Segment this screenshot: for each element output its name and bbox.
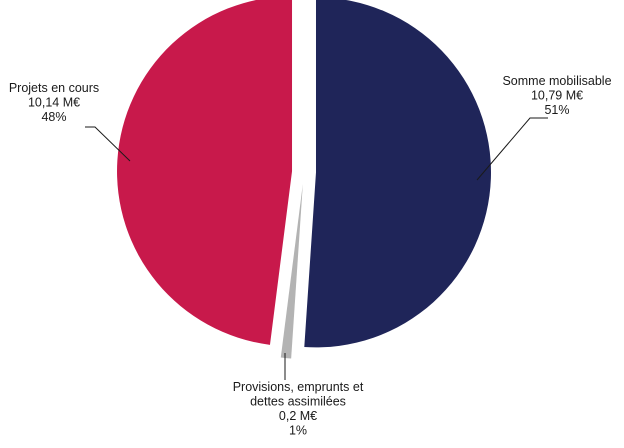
pie-slices — [117, 0, 491, 359]
pie-slice-1 — [304, 0, 491, 348]
slice-label-2-line-2: dettes assimilées — [250, 395, 346, 409]
slice-label-1-line-1: Somme mobilisable — [502, 74, 611, 88]
slice-label-3: Projets en cours 10,14 M€ 48% — [9, 81, 99, 124]
slice-label-1-line-2: 10,79 M€ — [531, 89, 583, 103]
slice-label-2-line-3: 0,2 M€ — [279, 409, 317, 423]
slice-label-2-line-4: 1% — [289, 424, 307, 438]
slice-label-2: Provisions, emprunts et dettes assimilées… — [233, 380, 364, 438]
leader-line-3 — [85, 126, 131, 162]
slice-label-2-line-1: Provisions, emprunts et — [233, 380, 364, 394]
pie-slice-2 — [280, 183, 303, 359]
slice-label-3-line-1: Projets en cours — [9, 81, 99, 95]
slice-label-1: Somme mobilisable 10,79 M€ 51% — [502, 74, 611, 117]
pie-slice-3 — [117, 0, 293, 345]
leader-line-1 — [476, 117, 548, 181]
slice-label-3-line-3: 48% — [41, 110, 66, 124]
slice-label-3-line-2: 10,14 M€ — [28, 96, 80, 110]
slice-label-1-line-3: 51% — [544, 103, 569, 117]
